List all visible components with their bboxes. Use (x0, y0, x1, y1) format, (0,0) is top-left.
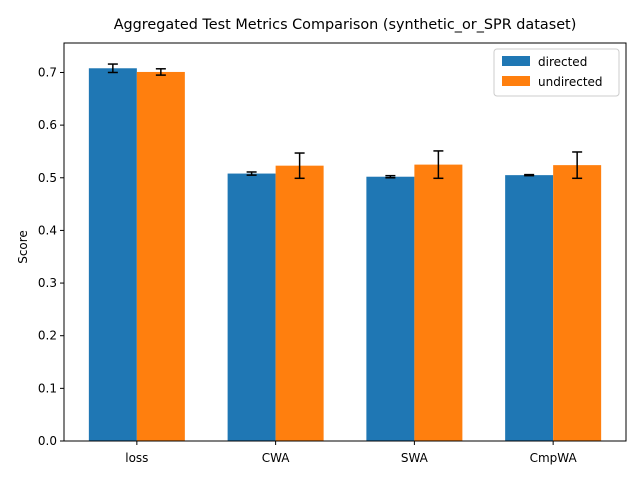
bar-directed-SWA (366, 176, 415, 441)
x-tick-label: CWA (262, 451, 291, 465)
x-tick-label: SWA (401, 451, 429, 465)
y-tick-label: 0.1 (38, 381, 57, 395)
y-tick-label: 0.7 (38, 65, 57, 79)
y-tick-label: 0.3 (38, 276, 57, 290)
y-tick-label: 0.4 (38, 223, 57, 237)
y-tick-label: 0.6 (38, 118, 57, 132)
legend: directed undirected (493, 48, 620, 97)
bar-directed-CWA (227, 173, 276, 441)
y-axis-label: Score (16, 230, 30, 264)
x-tick-label: loss (125, 451, 148, 465)
bar-directed-loss (88, 68, 137, 442)
y-tick-label: 0.2 (38, 329, 57, 343)
plot-area: 0.0 0.1 0.2 0.3 0.4 0.5 0.6 0.7 loss CWA SWA CmpWA (38, 42, 627, 465)
bar-undirected-CmpWA (553, 165, 602, 441)
x-tick-label: CmpWA (530, 451, 578, 465)
legend-swatch-directed (502, 56, 530, 66)
bar-directed-CmpWA (505, 175, 554, 442)
y-tick-label: 0.0 (38, 434, 57, 448)
legend-label-directed: directed (538, 55, 587, 69)
bar-undirected-CWA (275, 165, 324, 442)
bar-undirected-SWA (414, 164, 463, 441)
bar-undirected-loss (136, 71, 185, 442)
y-tick-label: 0.5 (38, 171, 57, 185)
chart-title: Aggregated Test Metrics Comparison (synt… (114, 17, 577, 33)
legend-swatch-undirected (502, 76, 530, 86)
legend-label-undirected: undirected (538, 75, 603, 89)
axes-frame (63, 42, 627, 442)
